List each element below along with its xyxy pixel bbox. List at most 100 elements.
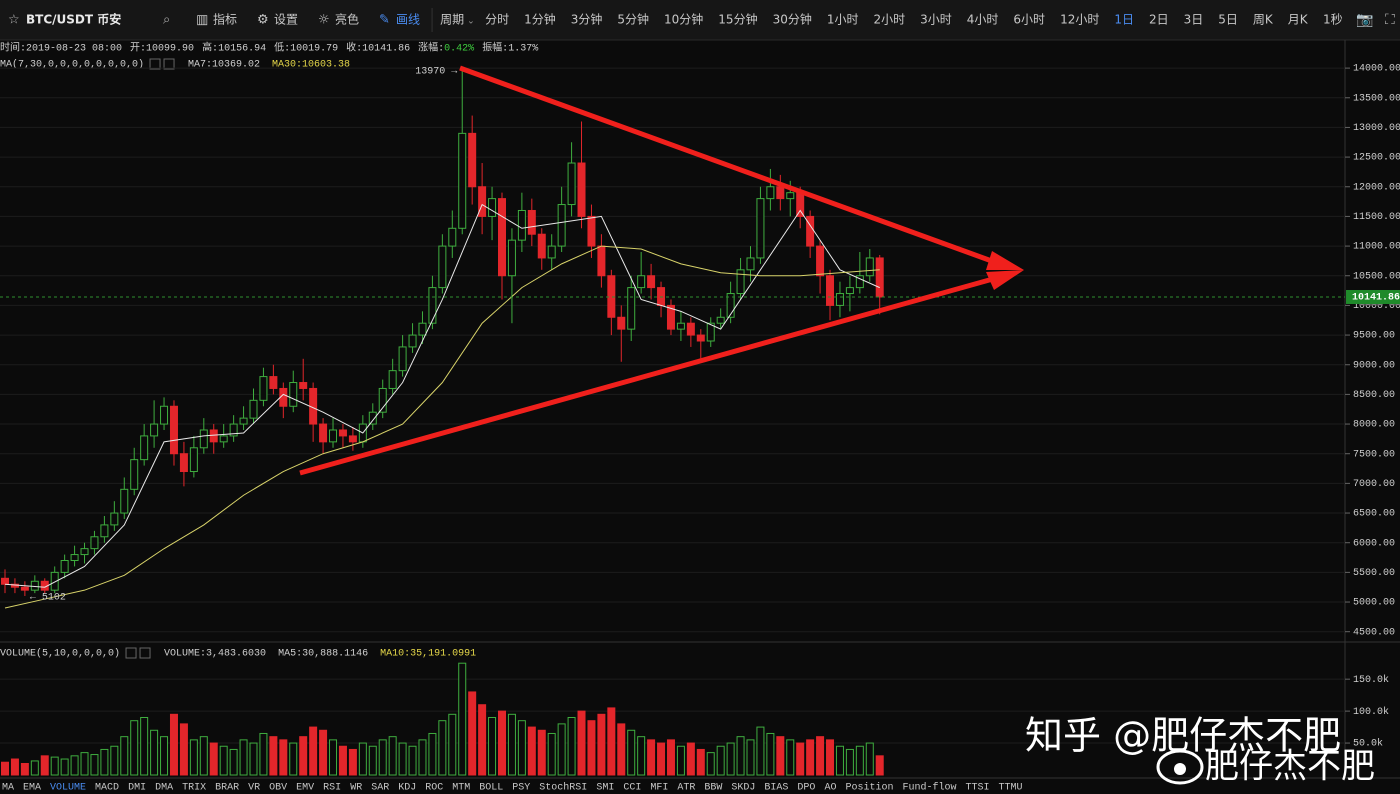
period-button[interactable]: 月K [1288,13,1309,27]
period-button[interactable]: 5分钟 [617,12,649,27]
tool-icon: ✎ [379,13,390,28]
indicator-tab[interactable]: BIAS [764,783,788,794]
volume-bar [478,704,487,776]
indicator-tab[interactable]: MFI [650,783,668,794]
candle-body [736,269,745,295]
indicator-tab[interactable]: BBW [704,783,722,794]
period-button[interactable]: 12小时 [1060,13,1099,27]
indicator-tab[interactable]: TTMU [999,783,1023,794]
candle-body [746,257,755,271]
indicator-tab[interactable]: ROC [425,783,443,794]
candle-body [597,245,606,277]
volume-bar [438,720,447,776]
indicator-tab[interactable]: SMI [596,783,614,794]
tool-button[interactable]: 亮色 [335,12,359,27]
symbol[interactable]: BTC/USDT 币安 [26,12,121,27]
candle-body [716,316,725,324]
period-button[interactable]: 30分钟 [773,12,812,27]
period-button[interactable]: 2日 [1149,13,1169,27]
candle-body [70,554,79,562]
y-tick-label: 4500.00 [1353,627,1395,638]
indicator-tab[interactable]: EMA [23,783,41,794]
indicator-tab[interactable]: EMV [296,783,314,794]
indicator-tab[interactable]: RSI [323,783,341,794]
candle-body [378,387,387,413]
volume-bar [816,736,825,776]
volume-bar [388,736,397,776]
indicator-tab[interactable]: VOLUME [50,783,86,794]
y-tick-label: 12000.00 [1353,182,1400,193]
indicator-tab[interactable]: CCI [623,783,641,794]
volume-bar [488,717,497,776]
info-value: 10141.86 [362,44,410,55]
indicator-tab[interactable]: DMI [128,783,146,794]
volume-bar [398,742,407,776]
volume-bar [666,739,675,776]
period-button[interactable]: 2小时 [874,13,906,27]
volume-bar [189,739,198,776]
period-button[interactable]: 3小时 [920,13,952,27]
indicator-tab[interactable]: SAR [371,783,389,794]
caret: ⌄ [467,17,475,27]
indicator-tab[interactable]: OBV [269,783,287,794]
indicator-tab[interactable]: SKDJ [731,783,755,794]
period-button[interactable]: 分时 [485,13,509,27]
candle-body [706,322,715,342]
period-button[interactable]: 5日 [1218,13,1238,27]
indicator-tab[interactable]: ATR [677,783,695,794]
refresh-rate[interactable]: 1秒 [1323,13,1343,27]
period-button[interactable]: 周K [1253,13,1274,27]
volume-bar [20,763,29,776]
candle-body [835,293,844,306]
indicator-tab[interactable]: BRAR [215,783,239,794]
period-menu[interactable]: 周期 [440,13,464,27]
period-button[interactable]: 6小时 [1013,13,1045,27]
legend-settings[interactable] [149,58,161,70]
period-button[interactable]: 4小时 [967,13,999,27]
tool-button[interactable]: 设置 [274,13,298,27]
indicator-tab[interactable]: VR [248,783,260,794]
indicator-tab[interactable]: Position [845,782,893,794]
indicator-tab[interactable]: WR [350,783,362,794]
indicator-tab[interactable]: Fund-flow [902,782,956,794]
legend-close[interactable] [163,58,175,70]
tool-button[interactable]: 指标 [213,12,237,27]
indicator-tab[interactable]: AO [824,783,836,794]
volume-bar [617,723,626,776]
period-button[interactable]: 1日 [1114,13,1134,27]
candle-body [110,512,119,526]
candle-body [726,293,735,318]
expand-icon[interactable]: ⛶ [1385,12,1395,28]
indicator-tab[interactable]: MTM [452,783,470,794]
legend-settings[interactable] [125,647,137,659]
camera-icon[interactable]: 📷 [1356,12,1373,28]
indicator-tab[interactable]: BOLL [479,783,503,794]
volume-bar [348,748,357,776]
lower-trendline [299,274,1001,476]
volume-bar [826,739,835,776]
volume-bar [368,745,377,776]
indicator-tab[interactable]: KDJ [398,783,416,794]
indicator-tab[interactable]: StochRSI [539,782,587,794]
period-button[interactable]: 3日 [1184,13,1204,27]
period-button[interactable]: 1分钟 [524,12,556,27]
period-button[interactable]: 15分钟 [718,12,757,27]
indicator-tab[interactable]: TRIX [182,783,206,794]
indicator-tab[interactable]: DMA [155,783,173,794]
volume-bar [289,742,298,776]
info-label: 振幅: [482,41,508,55]
indicator-tab[interactable]: MACD [95,783,119,794]
period-button[interactable]: 3分钟 [571,12,603,27]
indicator-tab[interactable]: TTSI [965,783,989,794]
period-button[interactable]: 1小时 [827,13,859,27]
indicator-tab[interactable]: MA [2,783,14,794]
indicator-tab[interactable]: PSY [512,783,530,794]
period-button[interactable]: 10分钟 [664,12,703,27]
legend-close[interactable] [139,647,151,659]
arrow-head [986,270,1024,290]
volume-bar [358,742,367,776]
tool-button[interactable]: 画线 [396,13,420,27]
volume-bar [169,713,178,776]
volume-bar [676,745,685,776]
indicator-tab[interactable]: DPO [797,783,815,794]
